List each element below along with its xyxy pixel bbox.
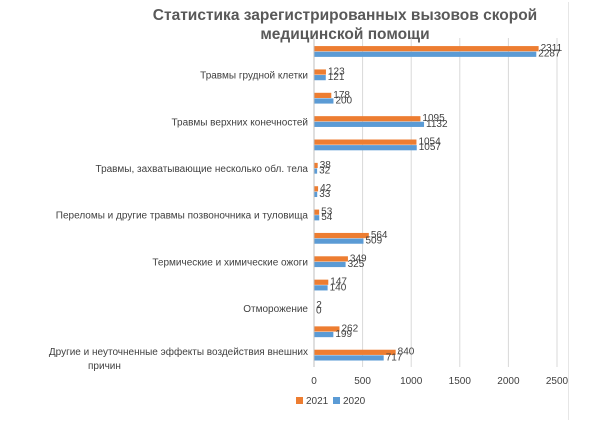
value-label-2020-4: 1057 <box>419 142 442 153</box>
x-tick-label-1500: 1500 <box>449 376 472 387</box>
bar-2020-9 <box>314 261 346 268</box>
legend-swatch-2020 <box>333 397 340 404</box>
value-label-2021-7: 53 <box>321 207 333 218</box>
value-label-2020-3: 1132 <box>426 119 448 130</box>
bar-2020-7 <box>314 215 320 221</box>
value-label-2021-4: 1054 <box>418 137 441 148</box>
bar-2021-7 <box>314 209 320 215</box>
value-label-2021-6: 42 <box>320 183 332 194</box>
chart-title-line-1: Статистика зарегистрированных вызовов ск… <box>152 7 538 24</box>
value-label-2020-7: 54 <box>321 212 333 223</box>
value-label-2020-0: 2287 <box>538 49 561 60</box>
bar-2021-5 <box>314 162 318 169</box>
value-label-2021-9: 349 <box>350 253 367 264</box>
category-label-11-0: Отморожение <box>243 304 308 315</box>
x-tick-label-2500: 2500 <box>546 376 569 387</box>
value-label-2021-5: 38 <box>320 160 332 171</box>
category-label-13-0: Другие и неуточненные эффекты воздействи… <box>49 346 308 358</box>
bar-2020-6 <box>314 191 318 198</box>
category-label-5-0: Травмы, захватывающие несколько обл. тел… <box>96 163 309 175</box>
bar-2021-1 <box>314 69 326 75</box>
x-tick-label-500: 500 <box>354 376 371 387</box>
value-label-2020-1: 121 <box>328 72 345 83</box>
value-label-2021-2: 178 <box>333 90 350 101</box>
category-label-9-0: Термические и химические ожоги <box>152 257 308 268</box>
bar-2021-0 <box>314 46 539 52</box>
bar-2020-5 <box>314 168 318 174</box>
value-label-2020-6: 33 <box>319 189 331 200</box>
legend-label-2021: 2021 <box>306 396 329 407</box>
bar-2021-8 <box>314 232 369 239</box>
value-label-2021-8: 564 <box>371 230 388 241</box>
bar-2021-2 <box>314 92 332 98</box>
bar-2020-10 <box>314 285 328 291</box>
legend-label-2020: 2020 <box>343 396 366 407</box>
bar-2021-13 <box>314 349 396 355</box>
value-label-2021-1: 123 <box>328 66 345 77</box>
category-label-1-0: Травмы грудной клетки <box>200 71 308 82</box>
value-label-2021-13: 840 <box>398 347 415 358</box>
value-label-2020-5: 32 <box>319 165 331 176</box>
value-label-2021-10: 147 <box>330 277 347 288</box>
value-label-2020-12: 199 <box>335 329 352 340</box>
value-label-2021-3: 1095 <box>422 113 445 124</box>
category-label-3-0: Травмы верхних конечностей <box>171 117 308 128</box>
value-label-2021-12: 262 <box>341 323 358 334</box>
bar-2020-8 <box>314 238 364 244</box>
value-label-2020-2: 200 <box>335 95 352 106</box>
bar-2020-4 <box>314 145 417 151</box>
bar-2021-6 <box>314 186 319 192</box>
bar-2020-13 <box>314 355 384 361</box>
x-tick-label-0: 0 <box>311 376 317 387</box>
value-label-2020-13: 717 <box>386 352 403 363</box>
value-label-2021-11: 2 <box>316 300 322 311</box>
legend-swatch-2021 <box>296 397 303 404</box>
bar-2020-1 <box>314 75 326 81</box>
value-label-2021-0: 2311 <box>541 43 563 54</box>
bar-2021-3 <box>314 116 421 122</box>
x-tick-label-2000: 2000 <box>497 376 520 387</box>
category-label-13-1: причин <box>88 361 121 372</box>
bar-2020-2 <box>314 98 334 104</box>
bar-2020-0 <box>314 51 537 57</box>
bar-2020-12 <box>314 331 334 338</box>
value-label-2020-8: 509 <box>365 236 382 247</box>
bar-2021-10 <box>314 279 329 285</box>
value-label-2020-10: 140 <box>330 282 347 293</box>
value-label-2020-9: 325 <box>348 259 365 270</box>
bar-2021-12 <box>314 326 340 332</box>
category-label-7-0: Переломы и другие травмы позвоночника и … <box>56 211 309 222</box>
bar-2021-9 <box>314 256 348 262</box>
bar-2020-3 <box>314 121 425 127</box>
chart-title-line-2: медицинской помощи <box>260 26 430 43</box>
value-label-2020-11: 0 <box>316 306 322 317</box>
x-tick-label-1000: 1000 <box>400 376 423 387</box>
bar-2021-4 <box>314 139 417 145</box>
